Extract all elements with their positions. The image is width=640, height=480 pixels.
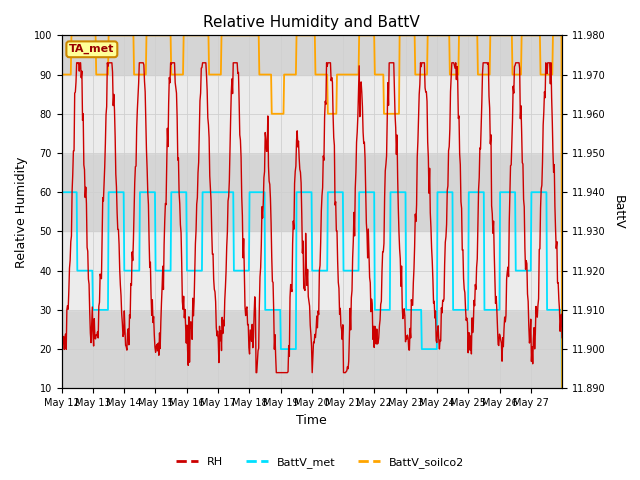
Bar: [61, 74, 562, 153]
Bar: [61, 310, 562, 388]
Bar: [61, 153, 562, 231]
X-axis label: Time: Time: [296, 414, 327, 427]
Y-axis label: Relative Humidity: Relative Humidity: [15, 156, 28, 267]
Y-axis label: BattV: BattV: [612, 194, 625, 229]
Bar: [61, 231, 562, 310]
Bar: [61, 36, 562, 74]
Text: TA_met: TA_met: [69, 44, 115, 54]
Title: Relative Humidity and BattV: Relative Humidity and BattV: [204, 15, 420, 30]
Legend: RH, BattV_met, BattV_soilco2: RH, BattV_met, BattV_soilco2: [172, 452, 468, 472]
